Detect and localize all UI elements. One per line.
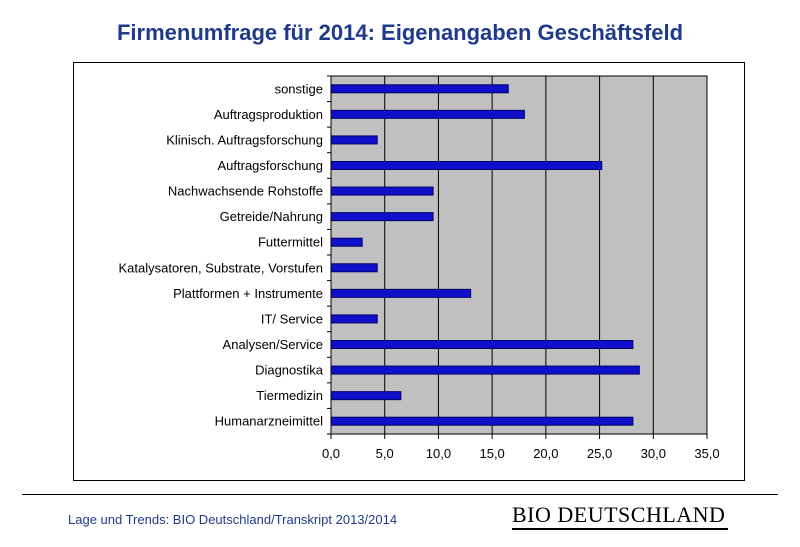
category-label: Futtermittel (258, 235, 323, 250)
x-tick-label: 25,0 (587, 446, 612, 461)
category-label: Nachwachsende Rohstoffe (168, 184, 323, 199)
bar (330, 109, 525, 119)
bar (330, 212, 434, 222)
category-label: IT/ Service (261, 311, 323, 326)
chart-frame: 0,0 5,0 10,0 15,0 20,0 25,0 30,0 35,0 sonstige Au… (73, 62, 745, 481)
category-label: Katalysatoren, Substrate, Vorstufen (118, 260, 323, 275)
x-tick-label: 35,0 (694, 446, 719, 461)
x-tick-label: 5,0 (376, 446, 394, 461)
chart-title: Firmenumfrage für 2014: Eigenangaben Ges… (116, 20, 684, 45)
category-label: Humanarzneimittel (215, 414, 323, 429)
bar (330, 237, 363, 247)
category-label: Getreide/Nahrung (220, 209, 323, 224)
x-tick-label: 0,0 (322, 446, 340, 461)
bar (330, 84, 509, 94)
bar (330, 416, 634, 426)
category-label: Plattformen + Instrumente (173, 286, 323, 301)
category-label: Auftragsforschung (217, 158, 323, 173)
bar (330, 263, 378, 273)
bio-deutschland-logo: BIO DEUTSCHLAND (512, 502, 726, 527)
category-label: Tiermedizin (256, 388, 323, 403)
category-label: sonstige (275, 81, 323, 96)
x-tick-label: 15,0 (479, 446, 504, 461)
logo-underline (512, 528, 728, 530)
bar (330, 161, 603, 170)
footer-divider (22, 494, 778, 495)
bar (330, 288, 472, 298)
bar-chart: 0,0 5,0 10,0 15,0 20,0 25,0 30,0 35,0 sonstige Au… (118, 75, 720, 461)
bar (330, 314, 378, 324)
bar (330, 135, 378, 145)
bar (330, 365, 640, 375)
footer-source: Lage und Trends: BIO Deutschland/Transkr… (68, 512, 398, 527)
bar (330, 340, 634, 349)
x-tick-label: 30,0 (641, 446, 666, 461)
category-label: Analysen/Service (223, 337, 323, 352)
category-label: Auftragsproduktion (214, 107, 323, 122)
category-label: Diagnostika (255, 363, 324, 378)
bar (330, 391, 402, 401)
bar (330, 186, 434, 196)
x-tick-label: 10,0 (426, 446, 451, 461)
x-tick-label: 20,0 (533, 446, 558, 461)
category-label: Klinisch. Auftragsforschung (166, 132, 323, 147)
plot-area (330, 75, 708, 435)
